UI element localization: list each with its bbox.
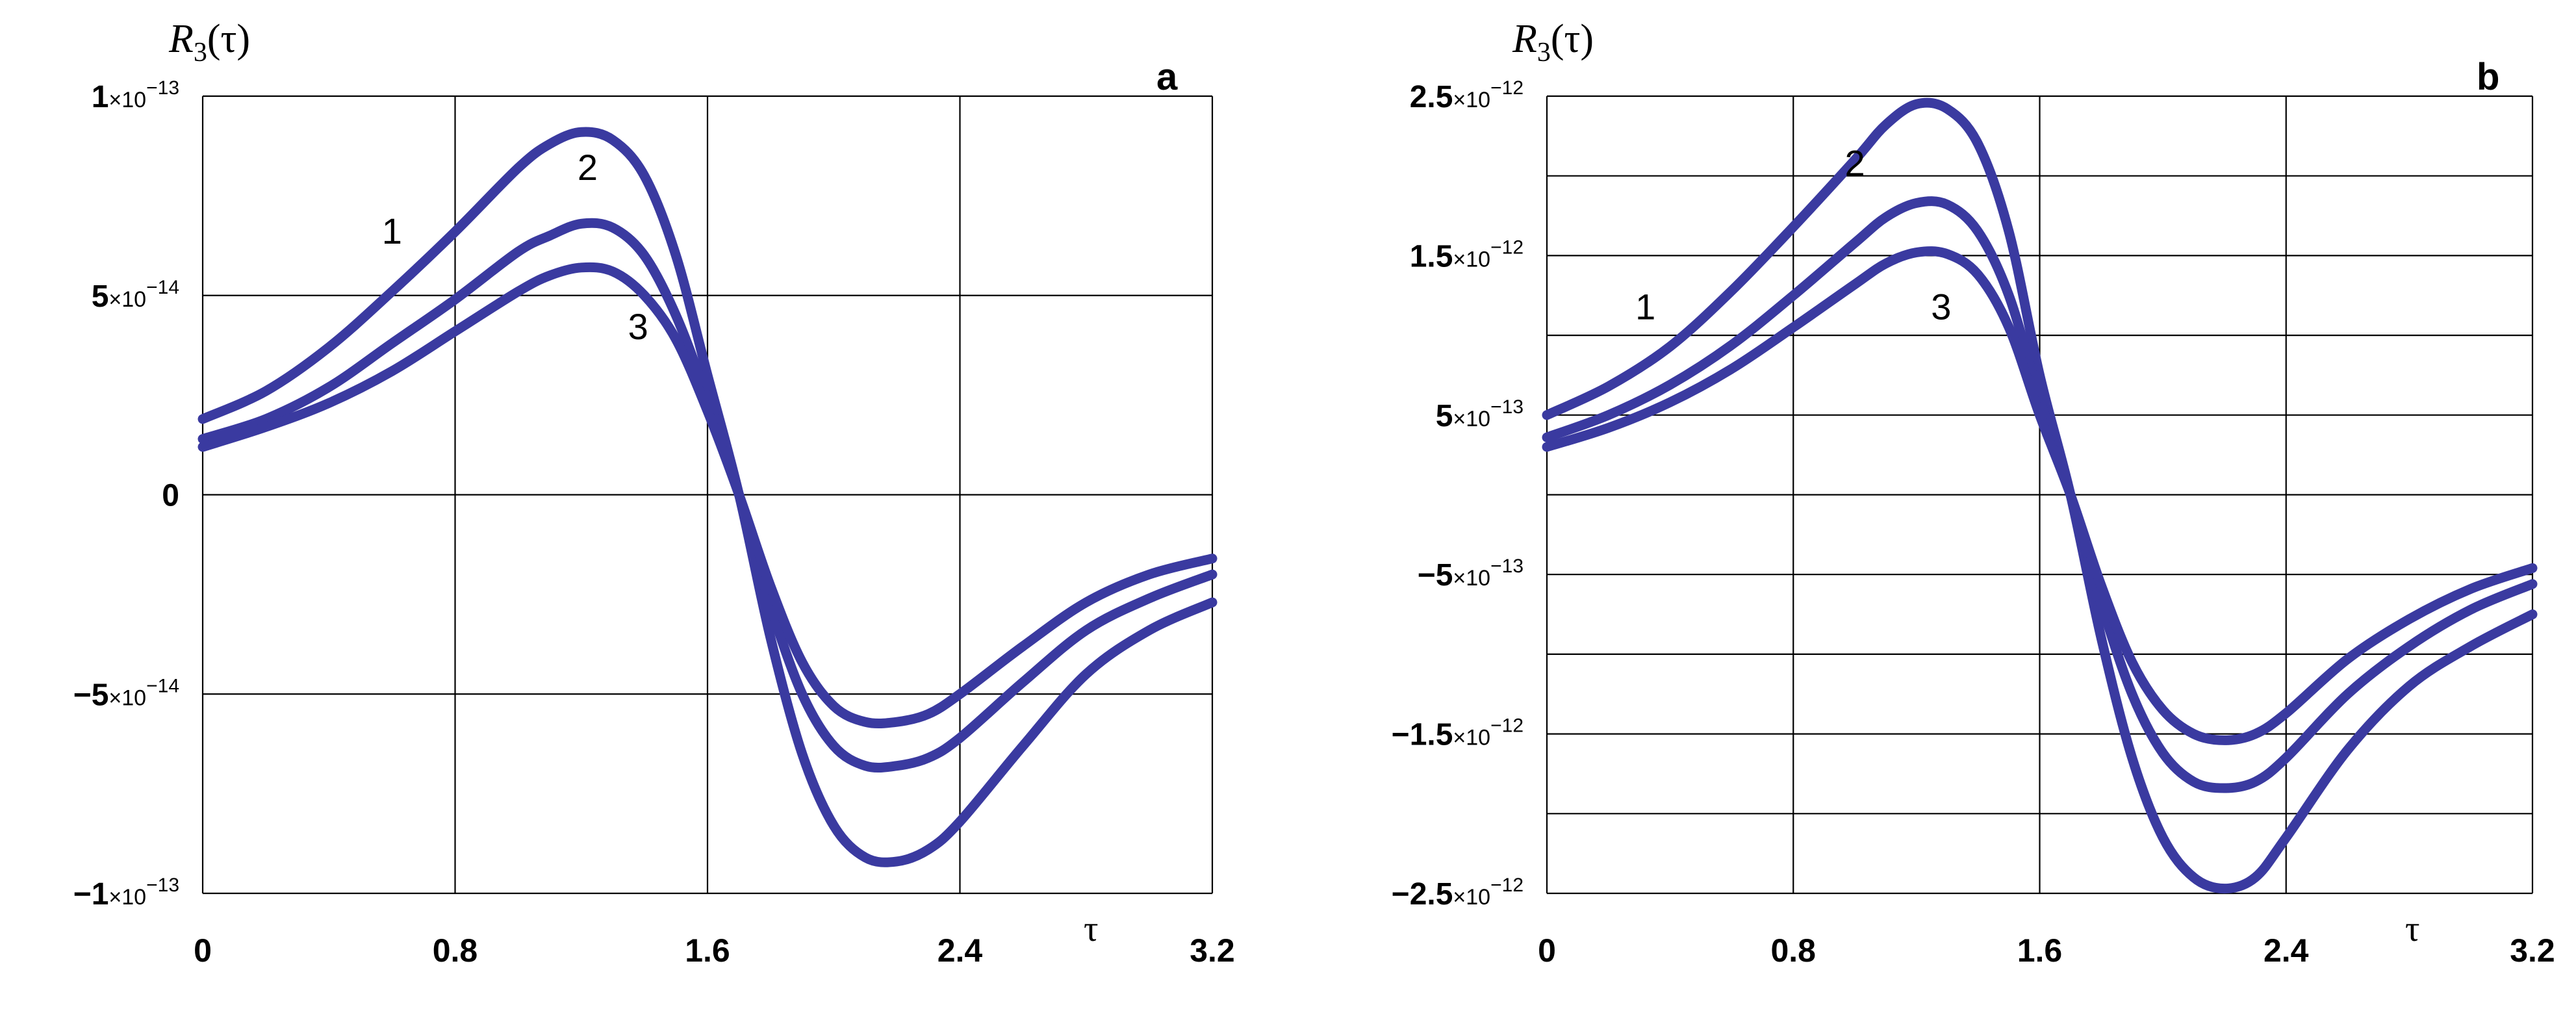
- y-tick-label: 1×10−13: [92, 77, 179, 114]
- x-tick-label: 2.4: [2264, 932, 2309, 969]
- y-tick-label: 1.5×10−12: [1410, 236, 1524, 274]
- y-tick-label: 5×10−13: [1436, 396, 1524, 433]
- x-tick-label: 3.2: [1190, 932, 1235, 969]
- y-tick-label: 0: [162, 479, 179, 513]
- x-tick-label: 0: [1538, 932, 1556, 969]
- y-tick-label: −1.5×10−12: [1392, 715, 1524, 752]
- x-tick-label: 0: [194, 932, 212, 969]
- curve-label-1: 1: [1635, 287, 1655, 327]
- x-axis-label: τ: [2405, 909, 2420, 949]
- x-tick-label: 0.8: [1770, 932, 1816, 969]
- y-tick-label: 5×10−14: [92, 277, 179, 314]
- y-tick-label: −5×10−14: [73, 675, 179, 712]
- x-tick-label: 1.6: [2017, 932, 2063, 969]
- curve-label-2: 2: [578, 147, 598, 188]
- series-line-3: [198, 262, 1218, 729]
- chart-panel-a: 0 0.8 1.6 2.4 3.2 1×10−13 5×10−14 0 −5×10−14 −1×1…: [73, 17, 1235, 969]
- y-tick-label: −2.5×10−12: [1392, 875, 1524, 912]
- curve-label-2: 2: [1844, 143, 1865, 184]
- y-tick-label: 2.5×10−12: [1410, 77, 1524, 114]
- y-axis-label: R3(τ): [1512, 17, 1594, 68]
- x-tick-label: 3.2: [2510, 932, 2555, 969]
- x-tick-label: 2.4: [937, 932, 983, 969]
- y-tick-label: −1×10−13: [73, 875, 179, 912]
- series-line-3: [1542, 246, 2538, 745]
- curve-label-1: 1: [382, 211, 402, 251]
- y-axis-label: R3(τ): [168, 17, 250, 68]
- curve-label-3: 3: [1931, 287, 1951, 327]
- x-tick-label: 1.6: [685, 932, 730, 969]
- panel-label: b: [2477, 56, 2499, 98]
- x-axis-label: τ: [1084, 909, 1099, 949]
- panel-label: a: [1156, 56, 1178, 98]
- curve-label-3: 3: [628, 306, 648, 347]
- y-tick-label: −5×10−13: [1418, 556, 1524, 593]
- x-tick-label: 0.8: [433, 932, 478, 969]
- chart-panel-b: 0 0.8 1.6 2.4 3.2 2.5×10−12 1.5×10−12 5×10−13 −5…: [1392, 17, 2555, 969]
